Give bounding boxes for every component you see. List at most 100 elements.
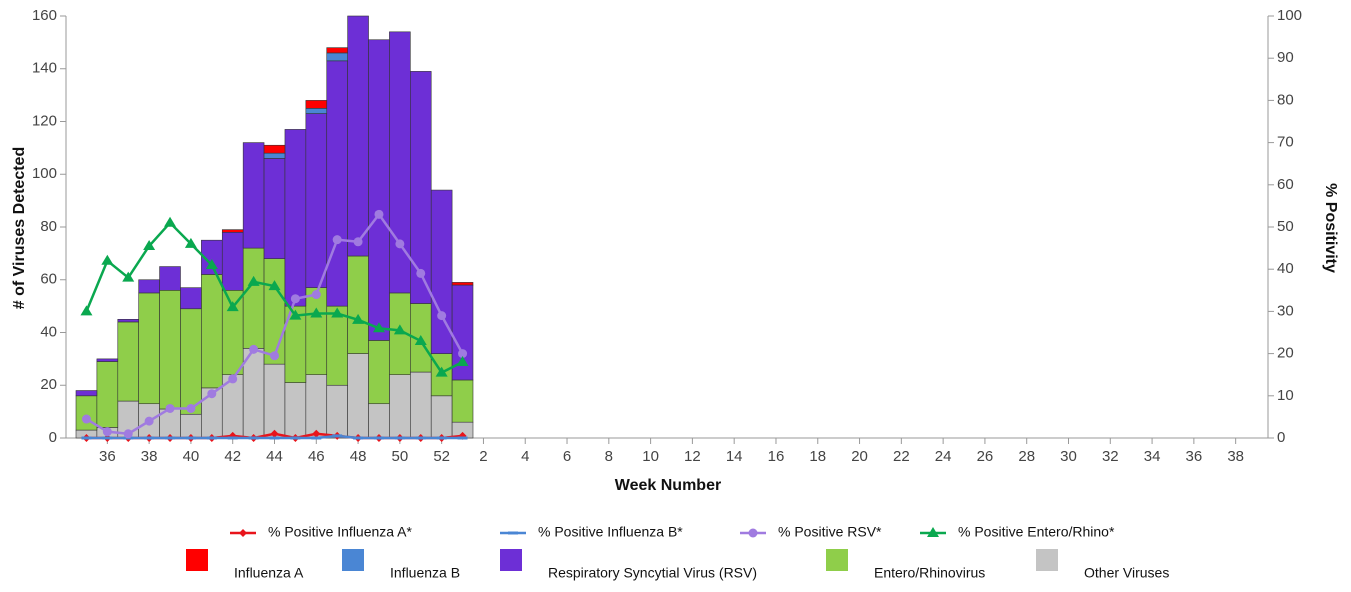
bar-segment bbox=[305, 113, 328, 288]
line-marker bbox=[415, 436, 426, 440]
bar-segment bbox=[242, 142, 265, 249]
x-tick-label: 48 bbox=[350, 448, 367, 465]
legend-label: Influenza B bbox=[390, 565, 460, 581]
legend-label: Influenza A bbox=[234, 565, 304, 581]
legend-swatch bbox=[186, 549, 208, 571]
x-tick-label: 38 bbox=[1227, 448, 1244, 465]
line-marker bbox=[393, 324, 406, 335]
x-tick-label: 22 bbox=[893, 448, 910, 465]
bar-segment bbox=[138, 279, 160, 294]
bar-segment bbox=[368, 39, 390, 341]
bar-segment bbox=[159, 289, 181, 410]
bar-segment bbox=[347, 15, 369, 257]
y-tick-label: 80 bbox=[40, 218, 57, 235]
x-tick-label: 6 bbox=[563, 448, 571, 465]
line-marker bbox=[81, 414, 91, 424]
bar-segment bbox=[138, 292, 160, 405]
x-tick-label: 42 bbox=[224, 448, 241, 465]
legend-label: % Positive Entero/Rhino* bbox=[958, 524, 1115, 540]
x-tick-label: 28 bbox=[1018, 448, 1035, 465]
bar-segment bbox=[284, 129, 307, 307]
line-marker bbox=[227, 436, 238, 440]
bar-segment bbox=[180, 287, 202, 310]
y2-tick-label: 90 bbox=[1277, 49, 1294, 66]
bar-segment bbox=[180, 308, 202, 415]
y2-tick-label: 30 bbox=[1277, 302, 1294, 319]
line-marker bbox=[164, 216, 177, 227]
line-marker bbox=[353, 237, 363, 247]
line-marker bbox=[80, 305, 93, 316]
line-marker bbox=[143, 239, 156, 250]
legend-label: Respiratory Syncytial Virus (RSV) bbox=[548, 565, 757, 581]
x-tick-label: 34 bbox=[1144, 448, 1161, 465]
y2-tick-label: 100 bbox=[1277, 7, 1302, 24]
y2-tick-label: 80 bbox=[1277, 91, 1294, 108]
x-tick-label: 16 bbox=[768, 448, 785, 465]
line-marker bbox=[123, 429, 133, 439]
x-tick-label: 40 bbox=[183, 448, 200, 465]
bar-segment bbox=[75, 395, 98, 431]
bar-segment bbox=[305, 100, 328, 109]
y-tick-label: 60 bbox=[40, 271, 57, 288]
bar-segment bbox=[326, 60, 348, 307]
bar-segment bbox=[221, 231, 244, 291]
line-marker bbox=[331, 307, 344, 318]
y2-tick-label: 70 bbox=[1277, 134, 1294, 151]
line-marker bbox=[290, 294, 300, 304]
line-marker bbox=[184, 237, 197, 248]
legend-label: Entero/Rhinovirus bbox=[874, 565, 985, 581]
y-tick-label: 120 bbox=[32, 112, 57, 129]
bar-segment bbox=[96, 358, 119, 362]
x-tick-label: 36 bbox=[1186, 448, 1203, 465]
y-tick-label: 20 bbox=[40, 376, 57, 393]
line-marker bbox=[414, 334, 427, 345]
bar-segment bbox=[368, 340, 390, 405]
line-marker bbox=[372, 322, 385, 333]
legend-swatch bbox=[1036, 549, 1058, 571]
line-marker bbox=[270, 429, 279, 438]
bar-segment bbox=[326, 47, 348, 54]
bar-segment bbox=[263, 144, 286, 154]
line-marker bbox=[374, 209, 384, 219]
line-marker bbox=[101, 254, 114, 265]
x-tick-label: 50 bbox=[392, 448, 409, 465]
legend-label: Other Viruses bbox=[1084, 565, 1169, 581]
line-marker bbox=[207, 389, 217, 399]
line-marker bbox=[269, 436, 280, 440]
line-marker bbox=[165, 436, 176, 440]
line-marker bbox=[312, 429, 321, 438]
legend-label: % Positive Influenza B* bbox=[538, 524, 683, 540]
y2-tick-label: 40 bbox=[1277, 260, 1294, 277]
y-axis-title: # of Viruses Detected bbox=[11, 147, 28, 309]
line-marker bbox=[122, 271, 135, 282]
x-tick-label: 8 bbox=[605, 448, 613, 465]
x-tick-label: 4 bbox=[521, 448, 529, 465]
x-tick-label: 46 bbox=[308, 448, 325, 465]
line-marker bbox=[228, 374, 238, 384]
y-tick-label: 160 bbox=[32, 7, 57, 24]
x-tick-label: 10 bbox=[642, 448, 659, 465]
x-tick-label: 12 bbox=[684, 448, 701, 465]
bar-segment bbox=[410, 371, 432, 439]
x-tick-label: 20 bbox=[851, 448, 868, 465]
y2-tick-label: 0 bbox=[1277, 429, 1285, 446]
line-marker bbox=[186, 403, 196, 413]
line-marker bbox=[102, 436, 113, 440]
bar-segment bbox=[284, 382, 307, 439]
x-tick-label: 32 bbox=[1102, 448, 1119, 465]
line-marker bbox=[249, 344, 259, 354]
line-marker bbox=[268, 280, 281, 291]
line-marker bbox=[248, 436, 259, 440]
line-marker bbox=[81, 436, 92, 440]
legend-label: % Positive Influenza A* bbox=[268, 524, 413, 540]
bar-segment bbox=[263, 152, 286, 159]
line-marker bbox=[456, 356, 469, 367]
line-marker bbox=[457, 436, 468, 440]
y-tick-label: 40 bbox=[40, 323, 57, 340]
bar-segment bbox=[221, 229, 244, 233]
bar-segment bbox=[430, 189, 453, 354]
bar-segment bbox=[451, 282, 474, 286]
line-marker bbox=[206, 436, 217, 440]
bar-segment bbox=[117, 319, 139, 323]
legend-marker bbox=[508, 531, 518, 535]
